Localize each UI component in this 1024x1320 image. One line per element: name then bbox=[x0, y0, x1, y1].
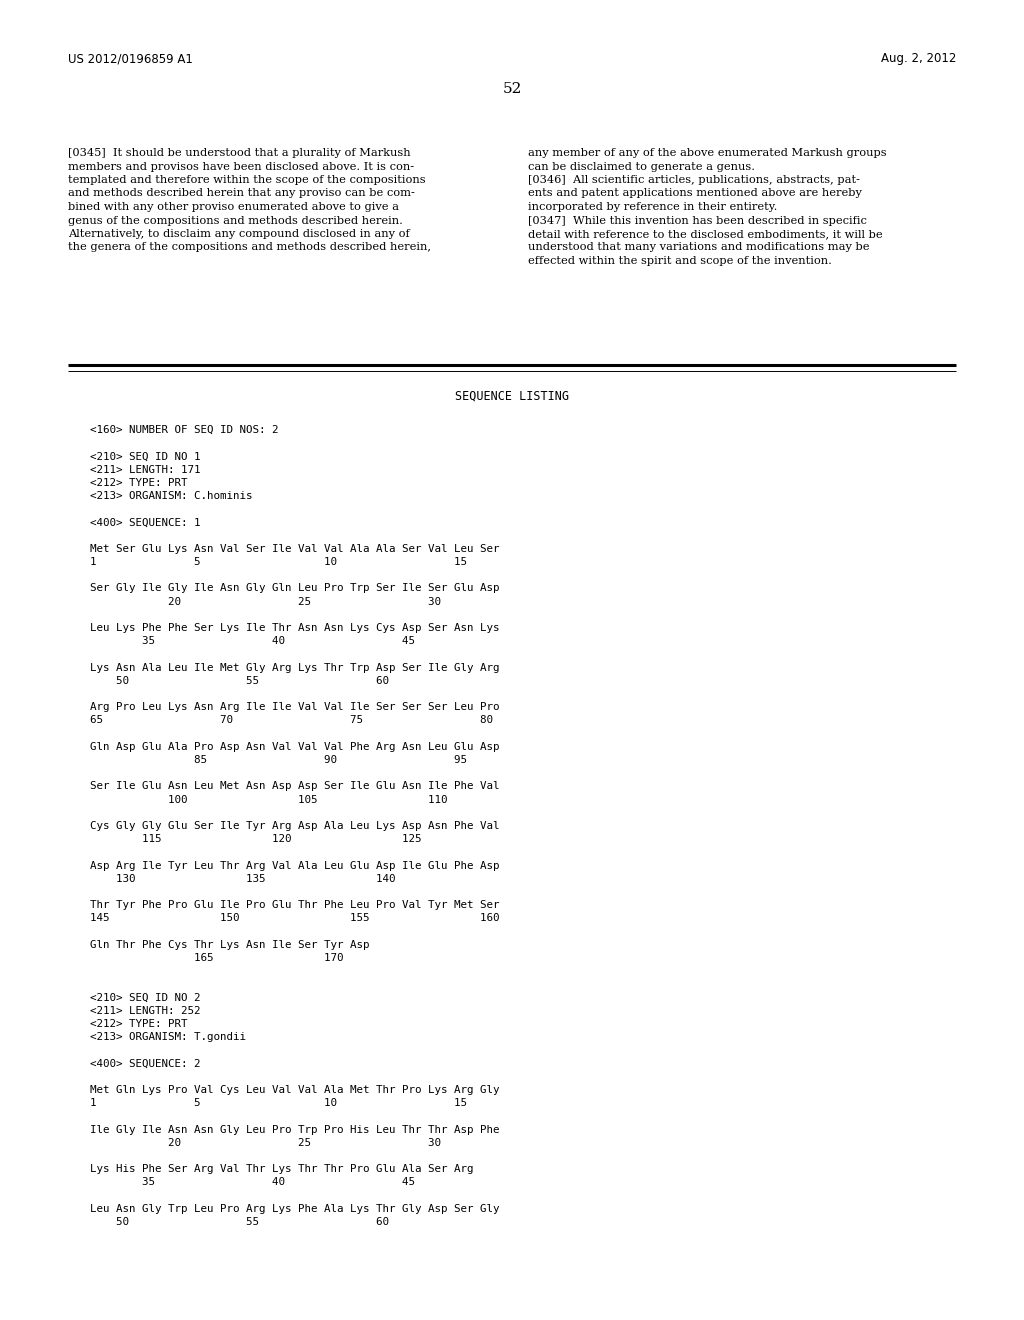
Text: <210> SEQ ID NO 1: <210> SEQ ID NO 1 bbox=[90, 451, 201, 462]
Text: Met Ser Glu Lys Asn Val Ser Ile Val Val Ala Ala Ser Val Leu Ser: Met Ser Glu Lys Asn Val Ser Ile Val Val … bbox=[90, 544, 500, 554]
Text: [0347]  While this invention has been described in specific: [0347] While this invention has been des… bbox=[528, 215, 867, 226]
Text: 50                  55                  60: 50 55 60 bbox=[90, 676, 389, 686]
Text: <211> LENGTH: 171: <211> LENGTH: 171 bbox=[90, 465, 201, 475]
Text: templated and therefore within the scope of the compositions: templated and therefore within the scope… bbox=[68, 176, 426, 185]
Text: <400> SEQUENCE: 2: <400> SEQUENCE: 2 bbox=[90, 1059, 201, 1069]
Text: <213> ORGANISM: T.gondii: <213> ORGANISM: T.gondii bbox=[90, 1032, 246, 1043]
Text: Leu Lys Phe Phe Ser Lys Ile Thr Asn Asn Lys Cys Asp Ser Asn Lys: Leu Lys Phe Phe Ser Lys Ile Thr Asn Asn … bbox=[90, 623, 500, 634]
Text: effected within the spirit and scope of the invention.: effected within the spirit and scope of … bbox=[528, 256, 831, 267]
Text: genus of the compositions and methods described herein.: genus of the compositions and methods de… bbox=[68, 215, 402, 226]
Text: 100                 105                 110: 100 105 110 bbox=[90, 795, 447, 805]
Text: Met Gln Lys Pro Val Cys Leu Val Val Ala Met Thr Pro Lys Arg Gly: Met Gln Lys Pro Val Cys Leu Val Val Ala … bbox=[90, 1085, 500, 1096]
Text: <213> ORGANISM: C.hominis: <213> ORGANISM: C.hominis bbox=[90, 491, 253, 502]
Text: Ser Gly Ile Gly Ile Asn Gly Gln Leu Pro Trp Ser Ile Ser Glu Asp: Ser Gly Ile Gly Ile Asn Gly Gln Leu Pro … bbox=[90, 583, 500, 594]
Text: can be disclaimed to generate a genus.: can be disclaimed to generate a genus. bbox=[528, 161, 755, 172]
Text: Leu Asn Gly Trp Leu Pro Arg Lys Phe Ala Lys Thr Gly Asp Ser Gly: Leu Asn Gly Trp Leu Pro Arg Lys Phe Ala … bbox=[90, 1204, 500, 1214]
Text: Gln Asp Glu Ala Pro Asp Asn Val Val Val Phe Arg Asn Leu Glu Asp: Gln Asp Glu Ala Pro Asp Asn Val Val Val … bbox=[90, 742, 500, 752]
Text: <211> LENGTH: 252: <211> LENGTH: 252 bbox=[90, 1006, 201, 1016]
Text: members and provisos have been disclosed above. It is con-: members and provisos have been disclosed… bbox=[68, 161, 414, 172]
Text: 35                  40                  45: 35 40 45 bbox=[90, 636, 415, 647]
Text: Arg Pro Leu Lys Asn Arg Ile Ile Val Val Ile Ser Ser Ser Leu Pro: Arg Pro Leu Lys Asn Arg Ile Ile Val Val … bbox=[90, 702, 500, 713]
Text: [0345]  It should be understood that a plurality of Markush: [0345] It should be understood that a pl… bbox=[68, 148, 411, 158]
Text: 20                  25                  30: 20 25 30 bbox=[90, 597, 441, 607]
Text: 85                  90                  95: 85 90 95 bbox=[90, 755, 467, 766]
Text: <212> TYPE: PRT: <212> TYPE: PRT bbox=[90, 1019, 187, 1030]
Text: 1               5                   10                  15: 1 5 10 15 bbox=[90, 1098, 467, 1109]
Text: 50                  55                  60: 50 55 60 bbox=[90, 1217, 389, 1228]
Text: 145                 150                 155                 160: 145 150 155 160 bbox=[90, 913, 500, 924]
Text: Lys His Phe Ser Arg Val Thr Lys Thr Thr Pro Glu Ala Ser Arg: Lys His Phe Ser Arg Val Thr Lys Thr Thr … bbox=[90, 1164, 473, 1175]
Text: detail with reference to the disclosed embodiments, it will be: detail with reference to the disclosed e… bbox=[528, 228, 883, 239]
Text: the genera of the compositions and methods described herein,: the genera of the compositions and metho… bbox=[68, 243, 431, 252]
Text: US 2012/0196859 A1: US 2012/0196859 A1 bbox=[68, 51, 193, 65]
Text: ents and patent applications mentioned above are hereby: ents and patent applications mentioned a… bbox=[528, 189, 862, 198]
Text: Gln Thr Phe Cys Thr Lys Asn Ile Ser Tyr Asp: Gln Thr Phe Cys Thr Lys Asn Ile Ser Tyr … bbox=[90, 940, 370, 950]
Text: Thr Tyr Phe Pro Glu Ile Pro Glu Thr Phe Leu Pro Val Tyr Met Ser: Thr Tyr Phe Pro Glu Ile Pro Glu Thr Phe … bbox=[90, 900, 500, 911]
Text: any member of any of the above enumerated Markush groups: any member of any of the above enumerate… bbox=[528, 148, 887, 158]
Text: Alternatively, to disclaim any compound disclosed in any of: Alternatively, to disclaim any compound … bbox=[68, 228, 410, 239]
Text: <400> SEQUENCE: 1: <400> SEQUENCE: 1 bbox=[90, 517, 201, 528]
Text: Ile Gly Ile Asn Asn Gly Leu Pro Trp Pro His Leu Thr Thr Asp Phe: Ile Gly Ile Asn Asn Gly Leu Pro Trp Pro … bbox=[90, 1125, 500, 1135]
Text: Cys Gly Gly Glu Ser Ile Tyr Arg Asp Ala Leu Lys Asp Asn Phe Val: Cys Gly Gly Glu Ser Ile Tyr Arg Asp Ala … bbox=[90, 821, 500, 832]
Text: 65                  70                  75                  80: 65 70 75 80 bbox=[90, 715, 493, 726]
Text: 35                  40                  45: 35 40 45 bbox=[90, 1177, 415, 1188]
Text: bined with any other proviso enumerated above to give a: bined with any other proviso enumerated … bbox=[68, 202, 399, 213]
Text: 130                 135                 140: 130 135 140 bbox=[90, 874, 395, 884]
Text: Asp Arg Ile Tyr Leu Thr Arg Val Ala Leu Glu Asp Ile Glu Phe Asp: Asp Arg Ile Tyr Leu Thr Arg Val Ala Leu … bbox=[90, 861, 500, 871]
Text: 52: 52 bbox=[503, 82, 521, 96]
Text: <160> NUMBER OF SEQ ID NOS: 2: <160> NUMBER OF SEQ ID NOS: 2 bbox=[90, 425, 279, 436]
Text: 20                  25                  30: 20 25 30 bbox=[90, 1138, 441, 1148]
Text: 165                 170: 165 170 bbox=[90, 953, 343, 964]
Text: <210> SEQ ID NO 2: <210> SEQ ID NO 2 bbox=[90, 993, 201, 1003]
Text: 115                 120                 125: 115 120 125 bbox=[90, 834, 422, 845]
Text: 1               5                   10                  15: 1 5 10 15 bbox=[90, 557, 467, 568]
Text: Ser Ile Glu Asn Leu Met Asn Asp Asp Ser Ile Glu Asn Ile Phe Val: Ser Ile Glu Asn Leu Met Asn Asp Asp Ser … bbox=[90, 781, 500, 792]
Text: incorporated by reference in their entirety.: incorporated by reference in their entir… bbox=[528, 202, 777, 213]
Text: and methods described herein that any proviso can be com-: and methods described herein that any pr… bbox=[68, 189, 415, 198]
Text: [0346]  All scientific articles, publications, abstracts, pat-: [0346] All scientific articles, publicat… bbox=[528, 176, 860, 185]
Text: Lys Asn Ala Leu Ile Met Gly Arg Lys Thr Trp Asp Ser Ile Gly Arg: Lys Asn Ala Leu Ile Met Gly Arg Lys Thr … bbox=[90, 663, 500, 673]
Text: <212> TYPE: PRT: <212> TYPE: PRT bbox=[90, 478, 187, 488]
Text: Aug. 2, 2012: Aug. 2, 2012 bbox=[881, 51, 956, 65]
Text: SEQUENCE LISTING: SEQUENCE LISTING bbox=[455, 389, 569, 403]
Text: understood that many variations and modifications may be: understood that many variations and modi… bbox=[528, 243, 869, 252]
